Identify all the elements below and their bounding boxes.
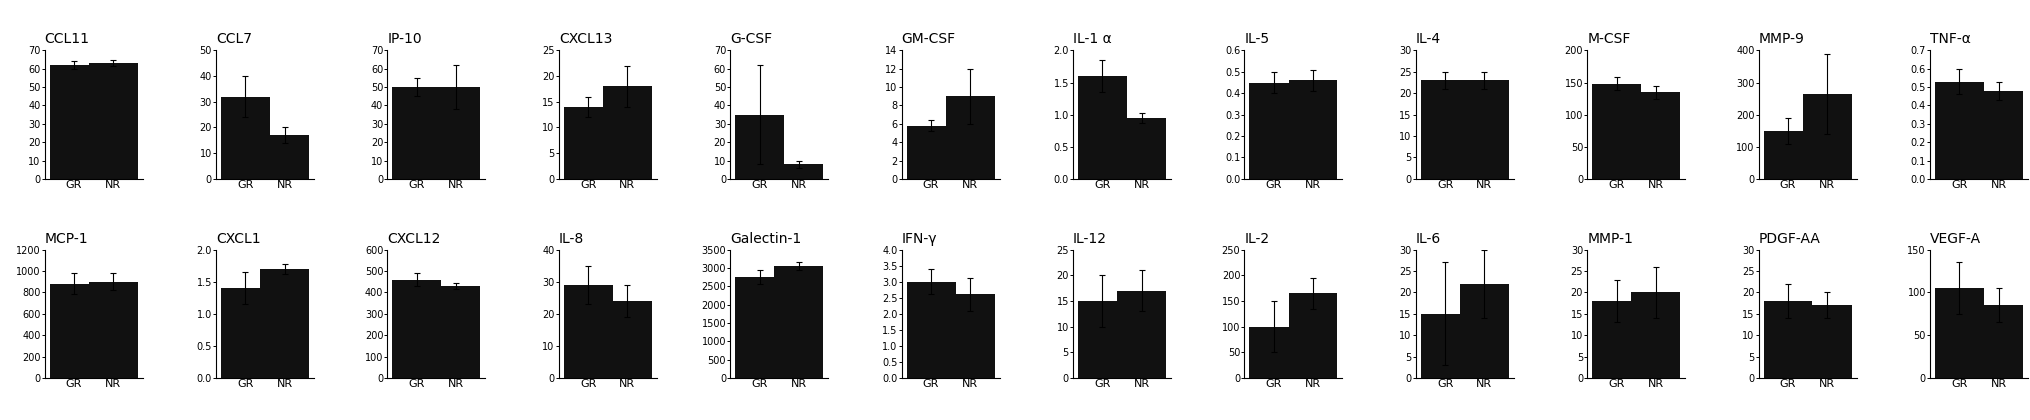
- Text: IL-12: IL-12: [1074, 231, 1106, 246]
- Bar: [1078, 301, 1127, 378]
- Text: GM-CSF: GM-CSF: [901, 32, 956, 47]
- Bar: [1803, 94, 1851, 179]
- Bar: [1632, 92, 1681, 179]
- Bar: [260, 135, 309, 179]
- Text: IL-8: IL-8: [558, 231, 585, 246]
- Bar: [1592, 301, 1640, 378]
- Bar: [946, 294, 995, 378]
- Bar: [1460, 80, 1508, 179]
- Bar: [392, 279, 441, 378]
- Text: CCL11: CCL11: [45, 32, 89, 47]
- Bar: [907, 126, 956, 179]
- Text: CCL7: CCL7: [215, 32, 252, 47]
- Bar: [773, 164, 824, 179]
- Text: CXCL13: CXCL13: [558, 32, 613, 47]
- Text: IL-2: IL-2: [1244, 231, 1269, 246]
- Bar: [1248, 327, 1299, 378]
- Text: VEGF-A: VEGF-A: [1931, 231, 1981, 246]
- Text: TNF-α: TNF-α: [1931, 32, 1971, 47]
- Bar: [564, 285, 613, 378]
- Text: MMP-9: MMP-9: [1758, 32, 1805, 47]
- Bar: [432, 286, 481, 378]
- Text: CXCL1: CXCL1: [215, 231, 260, 246]
- Bar: [392, 87, 441, 179]
- Text: M-CSF: M-CSF: [1587, 32, 1630, 47]
- Bar: [1289, 80, 1338, 179]
- Bar: [260, 269, 309, 378]
- Text: IL-5: IL-5: [1244, 32, 1269, 47]
- Bar: [1632, 292, 1681, 378]
- Bar: [89, 63, 138, 179]
- Bar: [735, 115, 784, 179]
- Bar: [603, 301, 652, 378]
- Text: IL-4: IL-4: [1415, 32, 1441, 47]
- Bar: [603, 87, 652, 179]
- Bar: [907, 282, 956, 378]
- Text: IL-1 α: IL-1 α: [1074, 32, 1112, 47]
- Bar: [1421, 80, 1470, 179]
- Bar: [432, 87, 481, 179]
- Bar: [221, 288, 270, 378]
- Bar: [49, 65, 99, 179]
- Bar: [1764, 301, 1813, 378]
- Bar: [49, 284, 99, 378]
- Bar: [1803, 305, 1851, 378]
- Text: IL-6: IL-6: [1415, 231, 1441, 246]
- Bar: [1764, 131, 1813, 179]
- Bar: [1460, 284, 1508, 378]
- Bar: [1935, 81, 1983, 179]
- Bar: [1973, 305, 2024, 378]
- Text: G-CSF: G-CSF: [731, 32, 771, 47]
- Bar: [1116, 118, 1165, 179]
- Bar: [1592, 84, 1640, 179]
- Bar: [1289, 293, 1338, 378]
- Bar: [1421, 314, 1470, 378]
- Bar: [221, 97, 270, 179]
- Text: IFN-γ: IFN-γ: [901, 231, 938, 246]
- Text: IP-10: IP-10: [388, 32, 422, 47]
- Text: CXCL12: CXCL12: [388, 231, 441, 246]
- Text: MCP-1: MCP-1: [45, 231, 87, 246]
- Bar: [1973, 91, 2024, 179]
- Bar: [1116, 291, 1165, 378]
- Bar: [1248, 82, 1299, 179]
- Text: MMP-1: MMP-1: [1587, 231, 1632, 246]
- Bar: [564, 107, 613, 179]
- Text: PDGF-AA: PDGF-AA: [1758, 231, 1821, 246]
- Bar: [773, 266, 824, 378]
- Bar: [1078, 76, 1127, 179]
- Bar: [735, 277, 784, 378]
- Bar: [89, 282, 138, 378]
- Text: Galectin-1: Galectin-1: [731, 231, 802, 246]
- Bar: [1935, 288, 1983, 378]
- Bar: [946, 96, 995, 179]
